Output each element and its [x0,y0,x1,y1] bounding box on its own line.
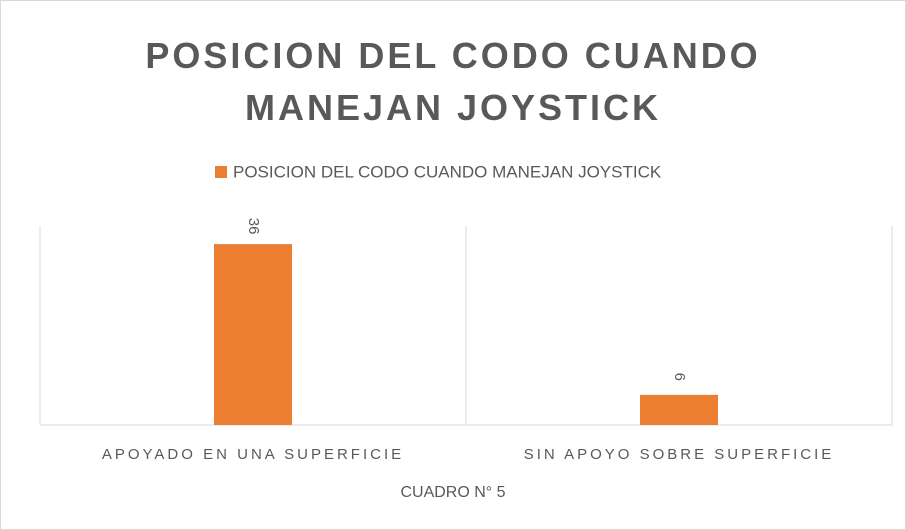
legend-label: POSICION DEL CODO CUANDO MANEJAN JOYSTIC… [233,162,662,181]
x-axis-title: CUADRO N° 5 [400,484,505,501]
x-tick-label: APOYADO EN UNA SUPERFICIE [102,446,404,463]
legend-swatch [215,166,227,178]
bar [214,244,292,425]
data-label: 36 [245,218,262,235]
bar [640,394,718,425]
data-label: 6 [671,373,688,381]
x-tick-label: SIN APOYO SOBRE SUPERFICIE [524,446,835,463]
chart-title: POSICION DEL CODO CUANDO MANEJAN JOYSTIC… [145,35,761,128]
